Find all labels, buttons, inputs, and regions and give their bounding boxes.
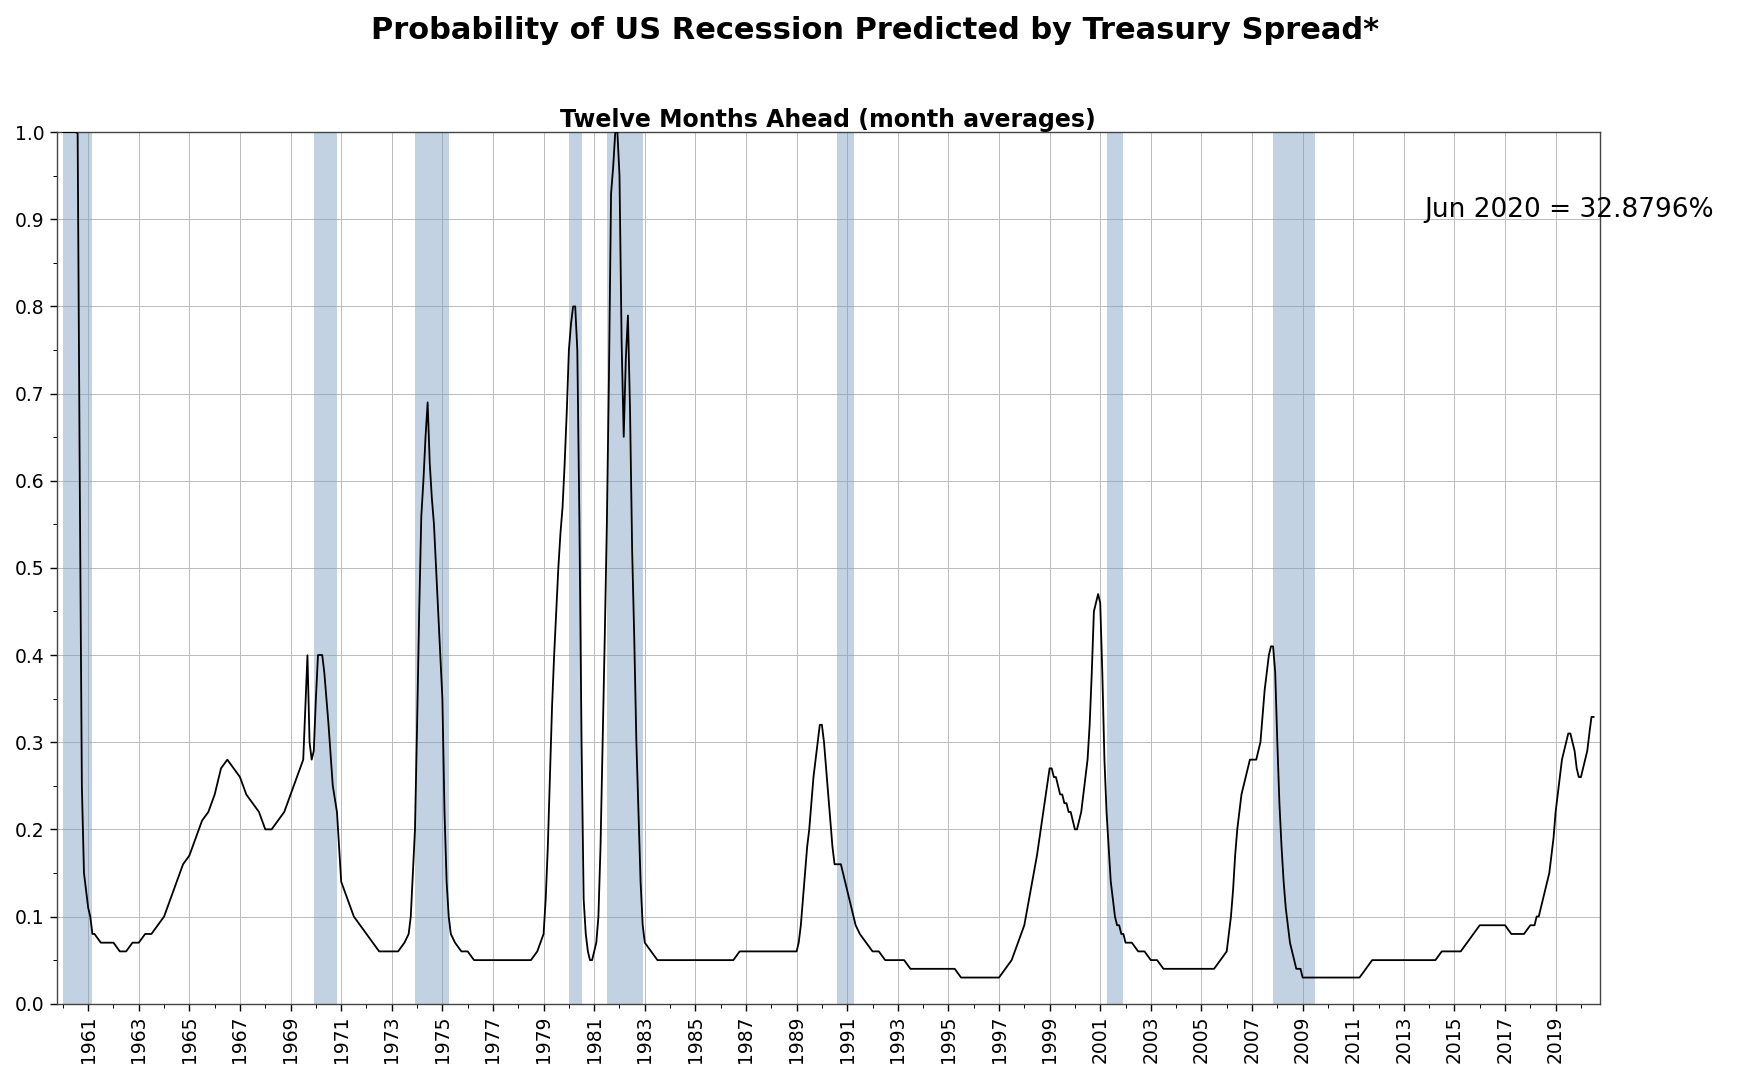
Bar xyxy=(313,133,338,1004)
Bar xyxy=(1272,133,1316,1004)
Text: Probability of US Recession Predicted by Treasury Spread*: Probability of US Recession Predicted by… xyxy=(371,16,1379,45)
Bar xyxy=(1106,133,1124,1004)
Text: Jun 2020 = 32.8796%: Jun 2020 = 32.8796% xyxy=(1424,197,1713,223)
Bar xyxy=(63,133,93,1004)
Bar xyxy=(415,133,448,1004)
Title: Twelve Months Ahead (month averages): Twelve Months Ahead (month averages) xyxy=(560,108,1096,132)
Bar xyxy=(836,133,854,1004)
Bar xyxy=(607,133,642,1004)
Bar xyxy=(569,133,581,1004)
